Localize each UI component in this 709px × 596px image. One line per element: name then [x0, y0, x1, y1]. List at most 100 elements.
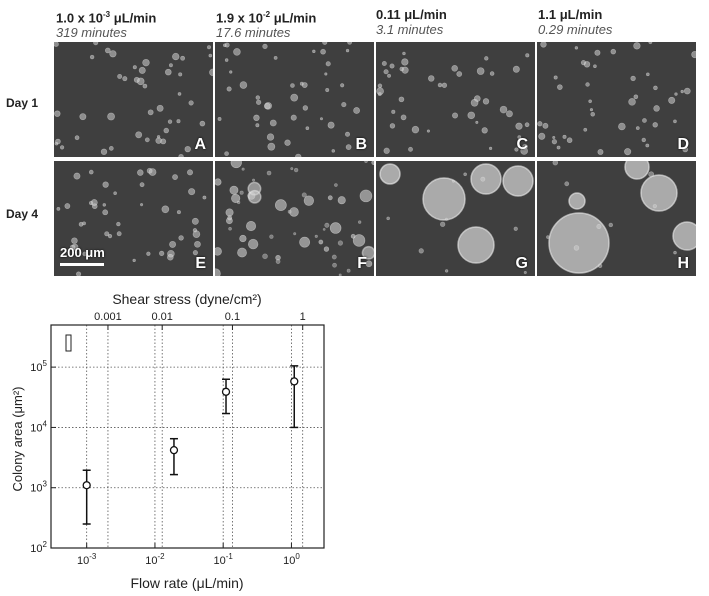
- colony: [556, 145, 561, 150]
- colony: [230, 161, 242, 169]
- colony: [488, 146, 493, 150]
- colony: [327, 121, 335, 129]
- colony: [142, 83, 148, 89]
- colony: [225, 208, 234, 217]
- colony: [400, 114, 407, 121]
- colony: [133, 76, 140, 83]
- colony: [557, 84, 563, 90]
- colony: [618, 122, 626, 131]
- colony: [652, 204, 657, 209]
- colony: [176, 210, 181, 215]
- colony: [102, 209, 109, 216]
- column-header-4: 1.1 μL/min 0.29 minutes: [538, 7, 612, 37]
- row-label-day-4: Day 4: [6, 207, 39, 221]
- colony: [318, 239, 324, 245]
- colony: [630, 75, 636, 82]
- colony: [191, 217, 199, 225]
- colony: [142, 58, 150, 67]
- colony: [467, 111, 476, 120]
- colony: [327, 195, 333, 201]
- colony: [64, 203, 71, 209]
- duration-label: 17.6 minutes: [216, 25, 291, 41]
- colony: [538, 132, 546, 140]
- colony: [358, 220, 362, 224]
- colony: [422, 177, 466, 221]
- colony: [562, 134, 567, 139]
- colony: [305, 126, 310, 131]
- y-tick-label: 104: [30, 419, 47, 434]
- colony: [674, 92, 678, 96]
- colony: [640, 174, 678, 212]
- colony: [239, 190, 244, 195]
- panel-label: A: [194, 136, 206, 153]
- colony: [269, 234, 274, 239]
- colony: [207, 45, 212, 50]
- colony: [233, 48, 241, 56]
- panel-label: E: [195, 255, 206, 272]
- colony: [132, 258, 136, 263]
- colony: [156, 104, 164, 112]
- colony: [274, 199, 287, 211]
- colony: [386, 216, 390, 221]
- colony: [588, 99, 592, 104]
- colony: [645, 143, 650, 148]
- colony: [180, 55, 186, 61]
- colony: [226, 86, 232, 92]
- colony: [74, 135, 80, 141]
- colony: [104, 47, 111, 54]
- colony: [290, 83, 295, 88]
- x2-tick-label: 0.1: [225, 311, 240, 323]
- colony: [88, 200, 94, 206]
- colony: [100, 148, 108, 155]
- top-axis-title: Shear stress (dyne/cm²): [112, 291, 261, 307]
- colony: [138, 66, 146, 74]
- flow-rate-label: 1.0 x 10-3 μL/min: [56, 10, 157, 26]
- colony: [642, 118, 647, 123]
- colony: [668, 96, 676, 104]
- colony: [117, 73, 123, 79]
- panel-label: H: [677, 255, 689, 272]
- colony: [387, 73, 391, 78]
- micrograph-panel-c: C: [376, 42, 535, 157]
- colony: [54, 42, 59, 47]
- colony: [376, 87, 384, 96]
- colony: [107, 233, 113, 239]
- colony: [440, 221, 446, 227]
- colony: [289, 207, 299, 217]
- colony: [553, 75, 558, 80]
- colony: [144, 137, 150, 143]
- colony: [344, 131, 351, 137]
- colony: [673, 250, 677, 255]
- colony: [139, 182, 145, 188]
- colony: [551, 139, 558, 145]
- colony: [93, 42, 99, 46]
- colony: [148, 168, 157, 176]
- colony: [402, 51, 406, 56]
- colony: [574, 46, 579, 50]
- colony: [548, 212, 610, 274]
- column-header-2: 1.9 x 10-2 μL/min 17.6 minutes: [216, 7, 316, 40]
- colony: [76, 271, 82, 276]
- colony: [653, 85, 658, 91]
- colony: [109, 50, 117, 58]
- colony: [253, 114, 260, 121]
- colony: [262, 43, 268, 49]
- column-header-1: 1.0 x 10-3 μL/min 319 minutes: [56, 7, 156, 40]
- colony: [566, 137, 573, 144]
- colony: [337, 240, 344, 246]
- colony: [184, 145, 191, 153]
- colony: [229, 185, 239, 195]
- colony: [266, 133, 275, 141]
- duration-label: 319 minutes: [56, 25, 127, 41]
- y-tick-label: 105: [30, 359, 47, 374]
- colony: [361, 245, 374, 260]
- colony: [452, 179, 455, 183]
- colony: [302, 105, 309, 111]
- colony: [408, 146, 413, 152]
- colony: [542, 122, 549, 129]
- colony: [88, 169, 94, 175]
- colony: [389, 123, 396, 129]
- colony: [245, 220, 257, 232]
- cell-colonies-image: [537, 42, 696, 156]
- colony: [401, 66, 409, 74]
